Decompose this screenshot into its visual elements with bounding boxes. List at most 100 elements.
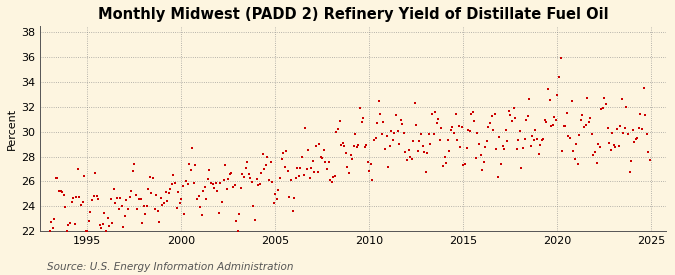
Text: Source: U.S. Energy Information Administration: Source: U.S. Energy Information Administ… [47,262,294,272]
Point [212,189,223,193]
Point [160,189,171,194]
Point [370,136,381,140]
Point [234,212,244,216]
Point [454,123,464,128]
Point [350,131,360,136]
Point [572,161,583,166]
Point [437,164,448,168]
Point [461,146,472,150]
Point [362,160,373,164]
Point [467,110,478,114]
Point [483,125,494,129]
Point [508,106,519,111]
Point [65,221,76,225]
Point [511,146,522,151]
Y-axis label: Percent: Percent [7,108,17,150]
Point [49,216,59,221]
Point [300,126,310,130]
Point [593,142,603,146]
Point [387,138,398,143]
Point [627,128,638,133]
Point [435,138,446,142]
Point [237,172,248,177]
Point [458,163,468,167]
Point [552,93,563,97]
Point [544,98,555,102]
Point [414,138,425,143]
Point [416,131,427,136]
Point [549,115,560,119]
Point [84,219,95,223]
Point [328,174,339,179]
Point [95,223,105,227]
Point [168,172,179,177]
Point [321,167,332,172]
Point [326,180,337,185]
Point [281,149,292,153]
Point [173,190,184,194]
Point [159,200,169,205]
Point [55,189,66,193]
Point [626,158,637,163]
Point [520,118,531,122]
Point [267,179,277,184]
Point [518,146,529,150]
Point [292,166,302,170]
Point [308,158,319,163]
Point [61,229,72,233]
Point [126,189,136,193]
Point [464,129,475,133]
Point [616,97,627,102]
Point [70,222,80,227]
Point [358,116,369,120]
Point [369,138,379,142]
Point [500,128,511,133]
Point [52,176,63,180]
Point [207,182,218,186]
Point [557,149,568,153]
Point [187,145,198,150]
Point [578,125,589,129]
Point [294,174,304,178]
Point [240,166,251,170]
Point [639,86,649,91]
Point [450,112,461,116]
Point [314,142,325,147]
Point [109,187,119,191]
Point [417,144,428,148]
Point [554,75,564,79]
Point [76,203,86,207]
Point [320,160,331,164]
Point [243,171,254,176]
Point [547,123,558,127]
Point [57,189,68,194]
Point [140,212,151,216]
Point [190,163,200,167]
Point [310,144,321,148]
Point [615,124,626,128]
Point [113,207,124,211]
Point [597,106,608,111]
Point [123,207,134,211]
Point [571,142,582,146]
Point [436,126,447,130]
Point [340,151,351,155]
Point [541,120,552,125]
Point [529,138,539,142]
Point [79,174,90,178]
Point [558,123,569,128]
Point [290,175,301,180]
Point [475,153,486,157]
Point [391,113,402,117]
Point [174,201,185,206]
Point [250,218,261,222]
Point [138,204,149,208]
Point [46,220,57,225]
Point [193,194,204,198]
Point [629,140,640,144]
Point [444,149,455,153]
Point [397,122,408,127]
Point [282,168,293,173]
Point [583,120,594,124]
Point [574,132,585,137]
